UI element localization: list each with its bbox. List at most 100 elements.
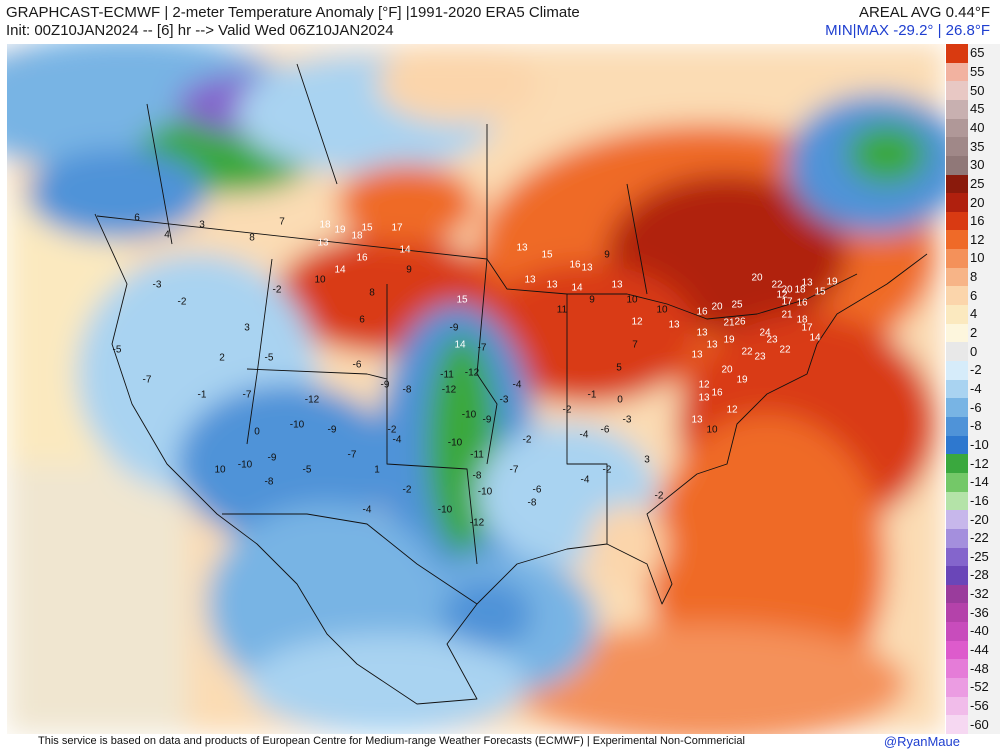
anomaly-value: 12 bbox=[726, 405, 738, 416]
anomaly-value: -7 bbox=[510, 465, 519, 476]
anomaly-value: 19 bbox=[826, 277, 838, 288]
anomaly-value: 10 bbox=[626, 295, 638, 306]
anomaly-value: -6 bbox=[533, 485, 542, 496]
colorbar-swatch bbox=[946, 211, 968, 231]
colorbar-label: -10 bbox=[970, 436, 989, 452]
colorbar-swatch bbox=[946, 118, 968, 138]
anomaly-value: 17 bbox=[391, 223, 403, 234]
anomaly-value: -2 bbox=[178, 297, 187, 308]
anomaly-value: 14 bbox=[809, 333, 821, 344]
anomaly-value: -3 bbox=[623, 415, 632, 426]
colorbar-swatch bbox=[946, 286, 968, 306]
anomaly-value: -4 bbox=[581, 475, 590, 486]
anomaly-value: -2 bbox=[523, 435, 532, 446]
anomaly-value: -10 bbox=[478, 487, 493, 498]
anomaly-value: -4 bbox=[580, 430, 589, 441]
colorbar-label: -12 bbox=[970, 455, 989, 471]
colorbar-swatch bbox=[946, 416, 968, 437]
anomaly-value: 14 bbox=[334, 265, 346, 276]
anomaly-value: -10 bbox=[462, 410, 477, 421]
anomaly-value: 12 bbox=[776, 290, 788, 301]
anomaly-value: -7 bbox=[243, 390, 252, 401]
anomaly-value: -2 bbox=[655, 491, 664, 502]
anomaly-value: -3 bbox=[153, 280, 162, 291]
colorbar-swatch bbox=[946, 528, 968, 548]
colorbar-label: -48 bbox=[970, 660, 989, 676]
colorbar-swatch bbox=[946, 566, 968, 586]
colorbar-swatch bbox=[946, 230, 968, 250]
colorbar-swatch bbox=[946, 491, 968, 511]
colorbar-swatch bbox=[946, 267, 968, 287]
colorbar-label: -25 bbox=[970, 548, 989, 564]
colorbar-label: 50 bbox=[970, 82, 985, 98]
anomaly-value: 13 bbox=[668, 320, 680, 331]
anomaly-value: 20 bbox=[751, 273, 763, 284]
anomaly-value: 13 bbox=[516, 243, 528, 254]
anomaly-value: -2 bbox=[603, 465, 612, 476]
colorbar-swatch bbox=[946, 44, 968, 64]
anomaly-value: 14 bbox=[454, 340, 466, 351]
anomaly-value: 15 bbox=[814, 287, 826, 298]
anomaly-value: -11 bbox=[470, 450, 484, 461]
anomaly-value: 7 bbox=[279, 217, 285, 228]
anomaly-value: 0 bbox=[254, 427, 260, 438]
colorbar-swatch bbox=[946, 137, 968, 157]
anomaly-value: 16 bbox=[356, 253, 368, 264]
anomaly-field bbox=[7, 44, 945, 734]
anomaly-value: 13 bbox=[317, 238, 329, 249]
anomaly-value: 18 bbox=[351, 231, 363, 242]
anomaly-value: -6 bbox=[601, 425, 610, 436]
colorbar-label: -4 bbox=[970, 381, 982, 396]
anomaly-value: 13 bbox=[691, 350, 703, 361]
anomaly-value: 12 bbox=[631, 317, 643, 328]
colorbar-label: 2 bbox=[970, 325, 978, 341]
colorbar-swatch bbox=[946, 323, 968, 343]
anomaly-value: 13 bbox=[706, 340, 718, 351]
anomaly-value: 13 bbox=[801, 278, 813, 289]
anomaly-value: -7 bbox=[348, 450, 357, 461]
anomaly-value: 16 bbox=[569, 260, 581, 271]
anomaly-value: -6 bbox=[353, 360, 362, 371]
colorbar-swatch bbox=[946, 99, 968, 120]
anomaly-value: 16 bbox=[696, 307, 708, 318]
anomaly-value: 17 bbox=[781, 297, 793, 308]
anomaly-value: 14 bbox=[399, 245, 411, 256]
anomaly-value: 13 bbox=[691, 415, 703, 426]
anomaly-value: 23 bbox=[766, 335, 778, 346]
anomaly-value: 3 bbox=[244, 323, 250, 334]
anomaly-value: 21 bbox=[723, 318, 735, 329]
ecmwf-disclaimer: This service is based on data and produc… bbox=[38, 735, 745, 747]
anomaly-value: 24 bbox=[759, 328, 771, 339]
footer-bar: This service is based on data and produc… bbox=[0, 734, 1000, 750]
colorbar-swatch bbox=[946, 622, 968, 642]
anomaly-value: 9 bbox=[589, 295, 595, 306]
colorbar-label: 35 bbox=[970, 138, 985, 154]
colorbar-label: -56 bbox=[970, 698, 989, 714]
anomaly-value: 7 bbox=[632, 340, 638, 351]
anomaly-value: 20 bbox=[711, 302, 723, 313]
colorbar-label: -32 bbox=[970, 586, 989, 602]
colorbar-label: 40 bbox=[970, 119, 985, 135]
colorbar-swatch bbox=[946, 361, 968, 381]
anomaly-value: 2 bbox=[219, 353, 225, 364]
boundaries bbox=[94, 63, 928, 705]
colorbar-label: 10 bbox=[970, 250, 985, 266]
colorbar-label: 20 bbox=[970, 194, 985, 210]
anomaly-value: 6 bbox=[359, 315, 365, 326]
map-title: GRAPHCAST-ECMWF | 2-meter Temperature An… bbox=[6, 4, 580, 21]
colorbar-label: 30 bbox=[970, 157, 985, 173]
colorbar-swatch bbox=[946, 454, 968, 474]
colorbar-label: -22 bbox=[970, 530, 989, 546]
colorbar-label: 45 bbox=[970, 101, 985, 117]
map-init-valid-time: Init: 00Z10JAN2024 -- [6] hr --> Valid W… bbox=[6, 22, 394, 39]
anomaly-value: 15 bbox=[541, 250, 553, 261]
anomaly-value: -1 bbox=[198, 390, 207, 401]
colorbar-legend: 65 55 50 45 40 35 30 25 20 16 12 10 8 6 4 2 0 -2 -4 -6 -8 -10… bbox=[946, 44, 1000, 735]
anomaly-value: 8 bbox=[369, 288, 375, 299]
anomaly-value: 13 bbox=[546, 280, 558, 291]
anomaly-value: 10 bbox=[656, 305, 668, 316]
author-credit: @RyanMaue bbox=[883, 734, 960, 749]
anomaly-value: -9 bbox=[483, 415, 492, 426]
colorbar-swatch bbox=[946, 174, 968, 194]
colorbar-swatch bbox=[946, 547, 968, 567]
